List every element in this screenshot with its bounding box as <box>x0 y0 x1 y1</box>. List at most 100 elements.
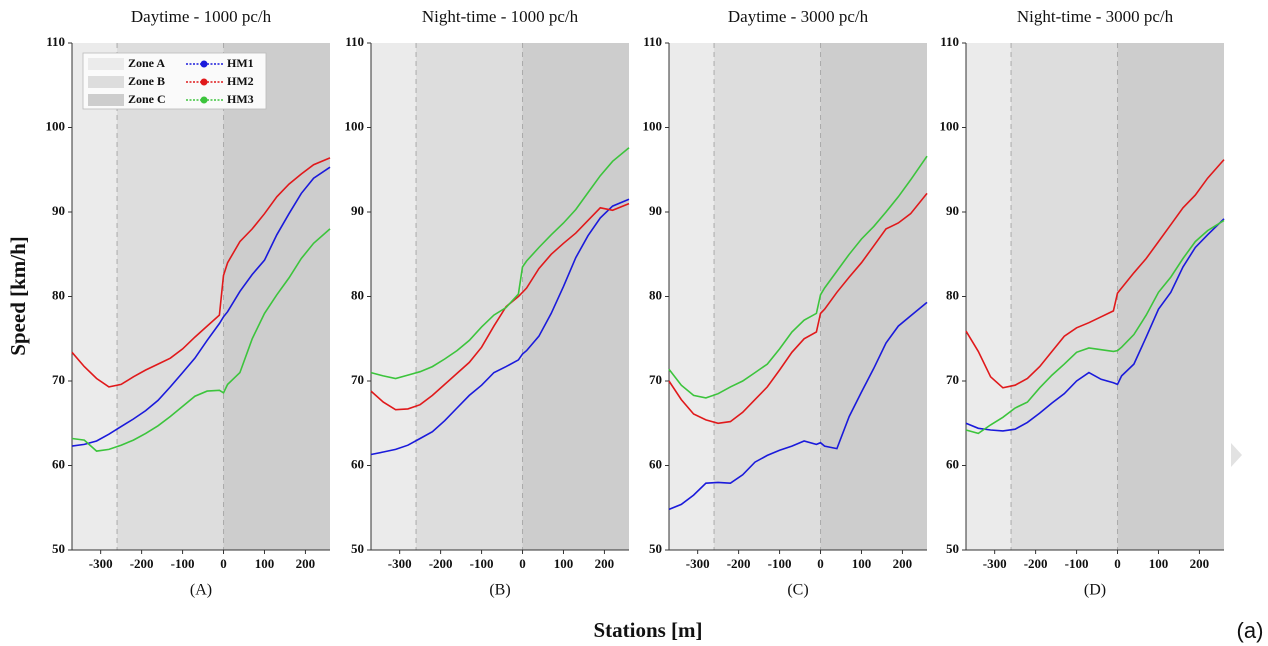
y-tick-label: 70 <box>649 372 662 387</box>
zone <box>1117 43 1224 550</box>
y-tick-label: 90 <box>649 203 662 218</box>
y-tick-label: 60 <box>649 456 662 471</box>
legend-label: Zone B <box>128 74 165 88</box>
y-tick-label: 100 <box>345 118 365 133</box>
y-tick-label: 100 <box>46 118 66 133</box>
zone <box>1011 43 1118 550</box>
series-line <box>71 157 331 388</box>
y-tick-label: 50 <box>946 541 959 556</box>
y-tick-label: 50 <box>649 541 662 556</box>
x-tick-label: 200 <box>296 556 316 571</box>
series-line <box>668 192 928 425</box>
y-tick-label: 110 <box>345 34 364 49</box>
x-tick-label: -100 <box>1065 556 1089 571</box>
y-tick-label: 80 <box>351 287 364 302</box>
zone <box>223 43 330 550</box>
series-line <box>668 301 928 511</box>
zone <box>371 43 417 550</box>
panel-caption: (D) <box>1084 582 1106 599</box>
series-line <box>668 155 928 399</box>
figure-label: (a) <box>1237 618 1264 643</box>
x-tick-label: 100 <box>852 556 872 571</box>
panel-caption: (C) <box>787 582 808 599</box>
zone <box>966 43 1012 550</box>
panel-caption: (B) <box>489 582 510 599</box>
y-axis-label: Speed [km/h] <box>6 236 30 356</box>
series-line <box>71 166 331 447</box>
series-line <box>370 147 630 380</box>
legend-label: HM1 <box>227 56 254 70</box>
y-tick-label: 110 <box>940 34 959 49</box>
y-tick-label: 50 <box>52 541 65 556</box>
legend-label: HM2 <box>227 74 254 88</box>
zone <box>820 43 927 550</box>
x-tick-label: -200 <box>429 556 453 571</box>
legend-marker <box>200 96 208 104</box>
x-tick-label: -300 <box>983 556 1007 571</box>
x-tick-label: -200 <box>1024 556 1048 571</box>
series-line <box>370 198 630 456</box>
legend-marker <box>200 78 208 86</box>
legend-swatch <box>88 76 124 88</box>
y-tick-label: 60 <box>946 456 959 471</box>
y-tick-label: 70 <box>351 372 364 387</box>
series-line <box>965 218 1225 432</box>
zone <box>117 43 224 550</box>
x-tick-label: -100 <box>470 556 494 571</box>
next-arrow <box>1231 443 1242 467</box>
x-tick-label: -100 <box>768 556 792 571</box>
series-line <box>71 228 331 452</box>
y-tick-label: 100 <box>940 118 960 133</box>
legend-label: Zone A <box>128 56 165 70</box>
y-tick-label: 70 <box>52 372 65 387</box>
legend-label: Zone C <box>128 92 166 106</box>
x-tick-label: -300 <box>686 556 710 571</box>
x-tick-label: 100 <box>554 556 574 571</box>
y-tick-label: 90 <box>946 203 959 218</box>
series-line <box>965 219 1225 435</box>
x-tick-label: -200 <box>727 556 751 571</box>
x-tick-label: 0 <box>1114 556 1121 571</box>
x-tick-label: 0 <box>817 556 824 571</box>
x-axis-label: Stations [m] <box>593 618 702 642</box>
panel-caption: (A) <box>190 582 212 599</box>
y-tick-label: 80 <box>946 287 959 302</box>
x-tick-label: -300 <box>388 556 412 571</box>
zone <box>669 43 715 550</box>
legend-swatch <box>88 58 124 70</box>
x-tick-label: -200 <box>130 556 154 571</box>
y-tick-label: 90 <box>351 203 364 218</box>
x-tick-label: 100 <box>255 556 275 571</box>
chart-title: Night-time - 3000 pc/h <box>1017 7 1174 26</box>
zone <box>522 43 629 550</box>
y-tick-label: 80 <box>649 287 662 302</box>
y-tick-label: 110 <box>643 34 662 49</box>
y-tick-label: 60 <box>351 456 364 471</box>
chart-title: Daytime - 3000 pc/h <box>728 7 869 26</box>
x-tick-label: 200 <box>1190 556 1210 571</box>
x-tick-label: 200 <box>893 556 913 571</box>
y-tick-label: 60 <box>52 456 65 471</box>
legend-marker <box>200 60 208 68</box>
y-tick-label: 100 <box>643 118 663 133</box>
x-tick-label: -300 <box>89 556 113 571</box>
series-line <box>965 159 1225 389</box>
x-tick-label: 0 <box>220 556 227 571</box>
x-tick-label: 200 <box>595 556 615 571</box>
y-tick-label: 90 <box>52 203 65 218</box>
zone <box>416 43 523 550</box>
y-tick-label: 70 <box>946 372 959 387</box>
legend-label: HM3 <box>227 92 254 106</box>
zone <box>714 43 821 550</box>
x-tick-label: -100 <box>171 556 195 571</box>
y-tick-label: 80 <box>52 287 65 302</box>
x-tick-label: 100 <box>1149 556 1169 571</box>
y-tick-label: 110 <box>46 34 65 49</box>
zone <box>72 43 118 550</box>
chart-title: Daytime - 1000 pc/h <box>131 7 272 26</box>
x-tick-label: 0 <box>519 556 526 571</box>
legend-swatch <box>88 94 124 106</box>
chart-title: Night-time - 1000 pc/h <box>422 7 579 26</box>
y-tick-label: 50 <box>351 541 364 556</box>
